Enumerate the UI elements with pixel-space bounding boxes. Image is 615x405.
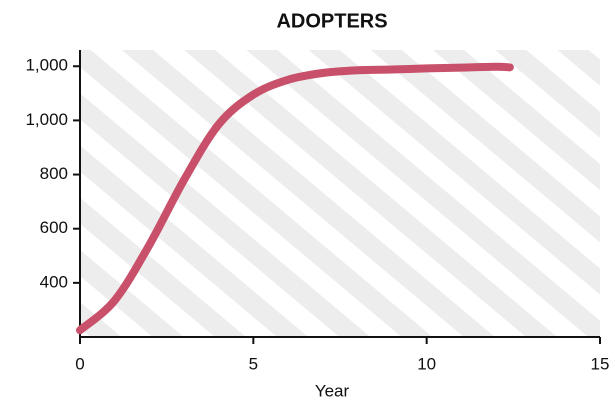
plot-background	[80, 50, 600, 337]
chart-title: ADOPTERS	[276, 10, 387, 32]
x-tick-label: 15	[591, 354, 610, 373]
series-line	[76, 62, 514, 335]
x-tick-label: 10	[417, 354, 436, 373]
y-tick-label: 1,000	[25, 56, 68, 75]
x-tick-label: 5	[249, 354, 258, 373]
y-tick-label: 600	[40, 218, 68, 237]
y-tick-label: 400	[40, 272, 68, 291]
x-axis-label: Year	[315, 381, 350, 400]
y-tick-label: 800	[40, 164, 68, 183]
y-tick-label: 1,000	[25, 110, 68, 129]
x-tick-label: 0	[75, 354, 84, 373]
